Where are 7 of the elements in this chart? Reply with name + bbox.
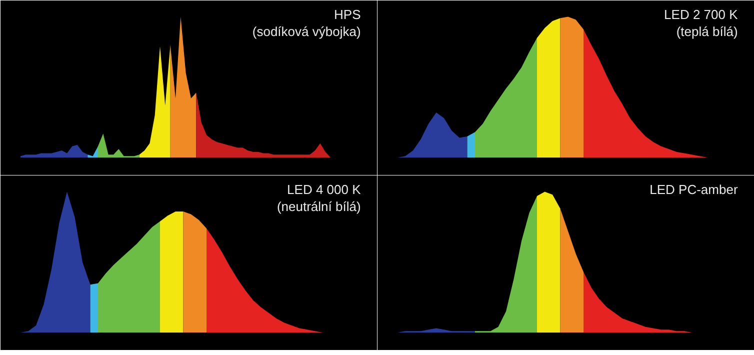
text: (teplá bílá): [676, 24, 738, 39]
chart-title: LED 4 000 K: [287, 182, 362, 197]
chart-title: LED PC-amber: [650, 182, 738, 197]
text: (sodíková výbojka): [252, 24, 361, 39]
text: (neutrální bílá): [276, 198, 361, 214]
chart-title: HPS: [334, 6, 362, 22]
chart-title: LED 2 700 K: [664, 6, 738, 22]
